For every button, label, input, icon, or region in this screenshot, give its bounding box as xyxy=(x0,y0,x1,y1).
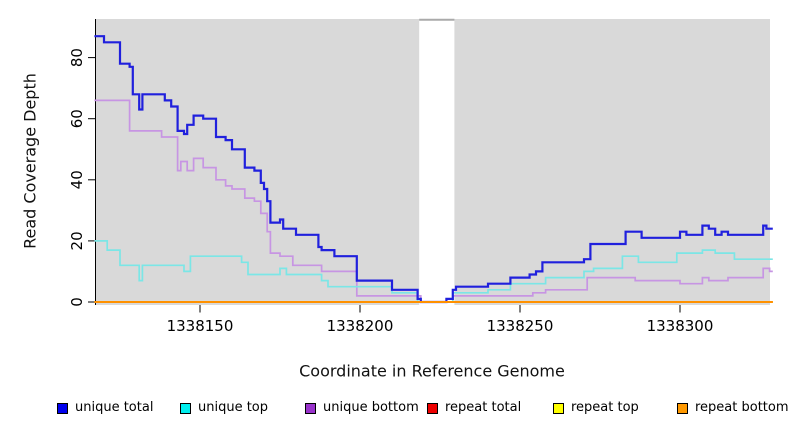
x-tick-label: 1338250 xyxy=(487,317,554,335)
x-axis-title: Coordinate in Reference Genome xyxy=(299,361,565,381)
legend-label: unique total xyxy=(75,400,154,415)
legend-swatch-icon xyxy=(180,402,191,414)
legend-label: repeat bottom xyxy=(695,400,789,415)
y-tick-label: 40 xyxy=(68,170,86,189)
legend-label: repeat total xyxy=(445,400,522,415)
y-tick-label: 0 xyxy=(68,297,86,307)
y-tick-label: 80 xyxy=(68,48,86,67)
series-line-unique-bottom xyxy=(94,99,773,303)
y-tick-label: 60 xyxy=(68,109,86,128)
x-tick-label: 1338300 xyxy=(647,317,714,335)
y-tick-label: 20 xyxy=(68,231,86,250)
x-tick-label: 1338200 xyxy=(327,317,394,335)
legend-item-unique-bottom: unique bottom xyxy=(305,399,419,417)
legend-label: unique top xyxy=(198,400,269,415)
legend-swatch-icon xyxy=(677,402,688,414)
legend-item-repeat-top: repeat top xyxy=(553,399,639,417)
legend-item-repeat-total: repeat total xyxy=(427,399,521,417)
legend: unique total unique top unique bottom repea… xyxy=(0,399,792,421)
masked-gap-band xyxy=(419,20,455,305)
series-line-unique-total xyxy=(94,35,773,304)
legend-swatch-icon xyxy=(427,402,438,414)
legend-label: unique bottom xyxy=(323,400,419,415)
legend-label: repeat top xyxy=(571,400,639,415)
y-axis-title: Read Coverage Depth xyxy=(20,73,40,249)
legend-item-unique-top: unique top xyxy=(180,399,268,417)
series-line-unique-top xyxy=(94,240,773,303)
legend-swatch-icon xyxy=(553,402,564,414)
legend-item-repeat-bottom: repeat bottom xyxy=(677,399,789,417)
x-tick-label: 1338150 xyxy=(167,317,234,335)
legend-swatch-icon xyxy=(57,402,68,414)
legend-swatch-icon xyxy=(305,402,316,414)
legend-item-unique-total: unique total xyxy=(57,399,153,417)
